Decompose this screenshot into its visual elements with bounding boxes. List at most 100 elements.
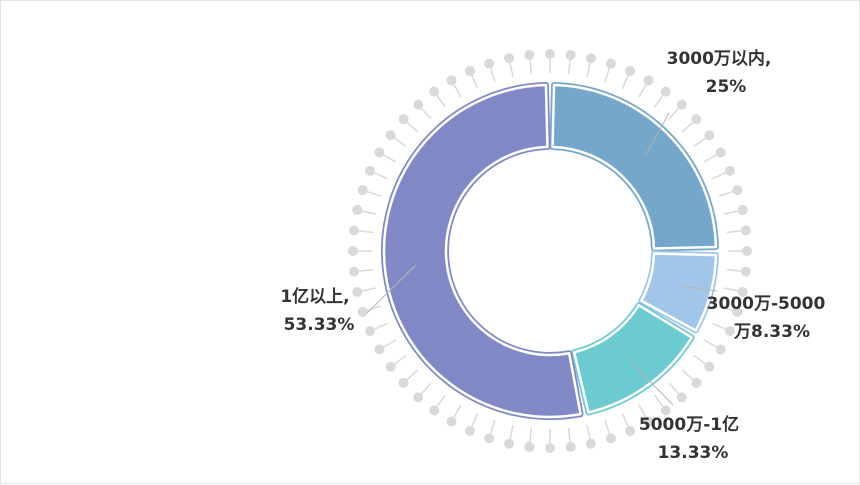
pin-dot: [676, 99, 687, 110]
slice-label-over-100m-line1: 1亿以上,: [280, 286, 349, 307]
pin-dot: [585, 53, 596, 64]
pin-stem: [726, 230, 742, 234]
pin-dot: [565, 50, 576, 61]
pin-dot: [742, 246, 752, 256]
slice-label-under-30m-line1: 3000万以内,: [667, 48, 772, 69]
pin-dot: [737, 205, 748, 216]
pin-dot: [545, 443, 555, 453]
pin-stem: [471, 75, 479, 89]
pin-stem: [719, 190, 733, 197]
slice-label-under-30m-line2: 25%: [706, 77, 747, 97]
leader-line: [645, 112, 670, 156]
pin-stem: [362, 287, 377, 292]
pin-dot: [357, 306, 368, 317]
pin-dot: [446, 416, 457, 427]
pin-stem: [383, 154, 397, 163]
pin-stem: [453, 404, 462, 418]
pin-dot: [545, 49, 555, 59]
donut-slice-0[interactable]: [551, 83, 718, 250]
pin-stem: [489, 68, 496, 82]
pin-dot: [352, 205, 363, 216]
pin-dot: [413, 99, 424, 110]
pin-dot: [740, 266, 751, 277]
pin-dot: [484, 58, 495, 69]
pin-stem: [567, 59, 571, 75]
leader-line: [680, 285, 718, 292]
pin-dot: [464, 66, 475, 77]
pin-stem: [668, 382, 680, 395]
slice-label-30m-50m-line2: 万8.33%: [733, 322, 810, 342]
pin-dot: [365, 165, 376, 176]
pin-stem: [436, 394, 446, 407]
pin-stem: [723, 287, 738, 292]
pin-stem: [586, 63, 591, 78]
donut-slice-2[interactable]: [572, 303, 693, 414]
pin-dot: [724, 326, 735, 337]
pin-stem: [621, 413, 629, 427]
pin-dot: [398, 114, 409, 125]
label-leader-lines: [366, 112, 718, 406]
pin-stem: [367, 190, 381, 197]
pin-dot: [660, 405, 671, 416]
pin-dot: [565, 441, 576, 452]
pin-dot: [643, 416, 654, 427]
decorative-pin-ring: [348, 49, 752, 453]
donut-slice-1[interactable]: [640, 252, 718, 332]
pin-stem: [654, 95, 664, 108]
donut-slice-3[interactable]: [382, 83, 582, 419]
pin-dot: [732, 306, 743, 317]
pin-dot: [352, 286, 363, 297]
pin-stem: [383, 339, 397, 348]
pin-dot: [429, 86, 440, 97]
pin-stem: [604, 68, 611, 82]
pin-dot: [715, 147, 726, 158]
pin-stem: [681, 121, 694, 133]
pin-stem: [509, 424, 514, 439]
pin-dot: [625, 66, 636, 77]
pin-dot: [704, 130, 715, 141]
pin-stem: [723, 210, 738, 215]
pin-stem: [703, 339, 717, 348]
slice-label-over-100m-line2: 53.33%: [284, 315, 355, 335]
pin-dot: [715, 344, 726, 355]
slice-label-50m-100m-line1: 5000万-1亿: [639, 414, 739, 435]
pin-stem: [529, 427, 533, 443]
pin-dot: [524, 441, 535, 452]
pin-stem: [406, 369, 419, 381]
pin-dot: [704, 361, 715, 372]
pin-dot: [740, 225, 751, 236]
pin-dot: [385, 361, 396, 372]
pin-stem: [681, 369, 694, 381]
pin-dot: [429, 405, 440, 416]
pin-dot: [643, 75, 654, 86]
pin-stem: [374, 172, 388, 180]
pin-dot: [374, 344, 385, 355]
pin-dot: [446, 75, 457, 86]
pin-stem: [712, 322, 726, 330]
pin-dot: [357, 185, 368, 196]
pin-dot: [691, 377, 702, 388]
pin-stem: [436, 95, 446, 108]
pin-stem: [586, 424, 591, 439]
pin-dot: [484, 433, 495, 444]
pin-dot: [724, 165, 735, 176]
pin-dot: [732, 185, 743, 196]
pin-dot: [524, 50, 535, 61]
pin-stem: [362, 210, 377, 215]
pin-stem: [529, 59, 533, 75]
pin-dot: [348, 246, 358, 256]
pin-stem: [693, 355, 706, 365]
pin-stem: [703, 154, 717, 163]
pin-stem: [567, 427, 571, 443]
pin-dot: [398, 377, 409, 388]
donut-slices: [381, 82, 719, 420]
pin-dot: [413, 392, 424, 403]
pin-dot: [625, 425, 636, 436]
pin-dot: [464, 425, 475, 436]
pin-stem: [420, 107, 432, 120]
pin-dot: [605, 58, 616, 69]
pin-dot: [385, 130, 396, 141]
pin-dot: [605, 433, 616, 444]
